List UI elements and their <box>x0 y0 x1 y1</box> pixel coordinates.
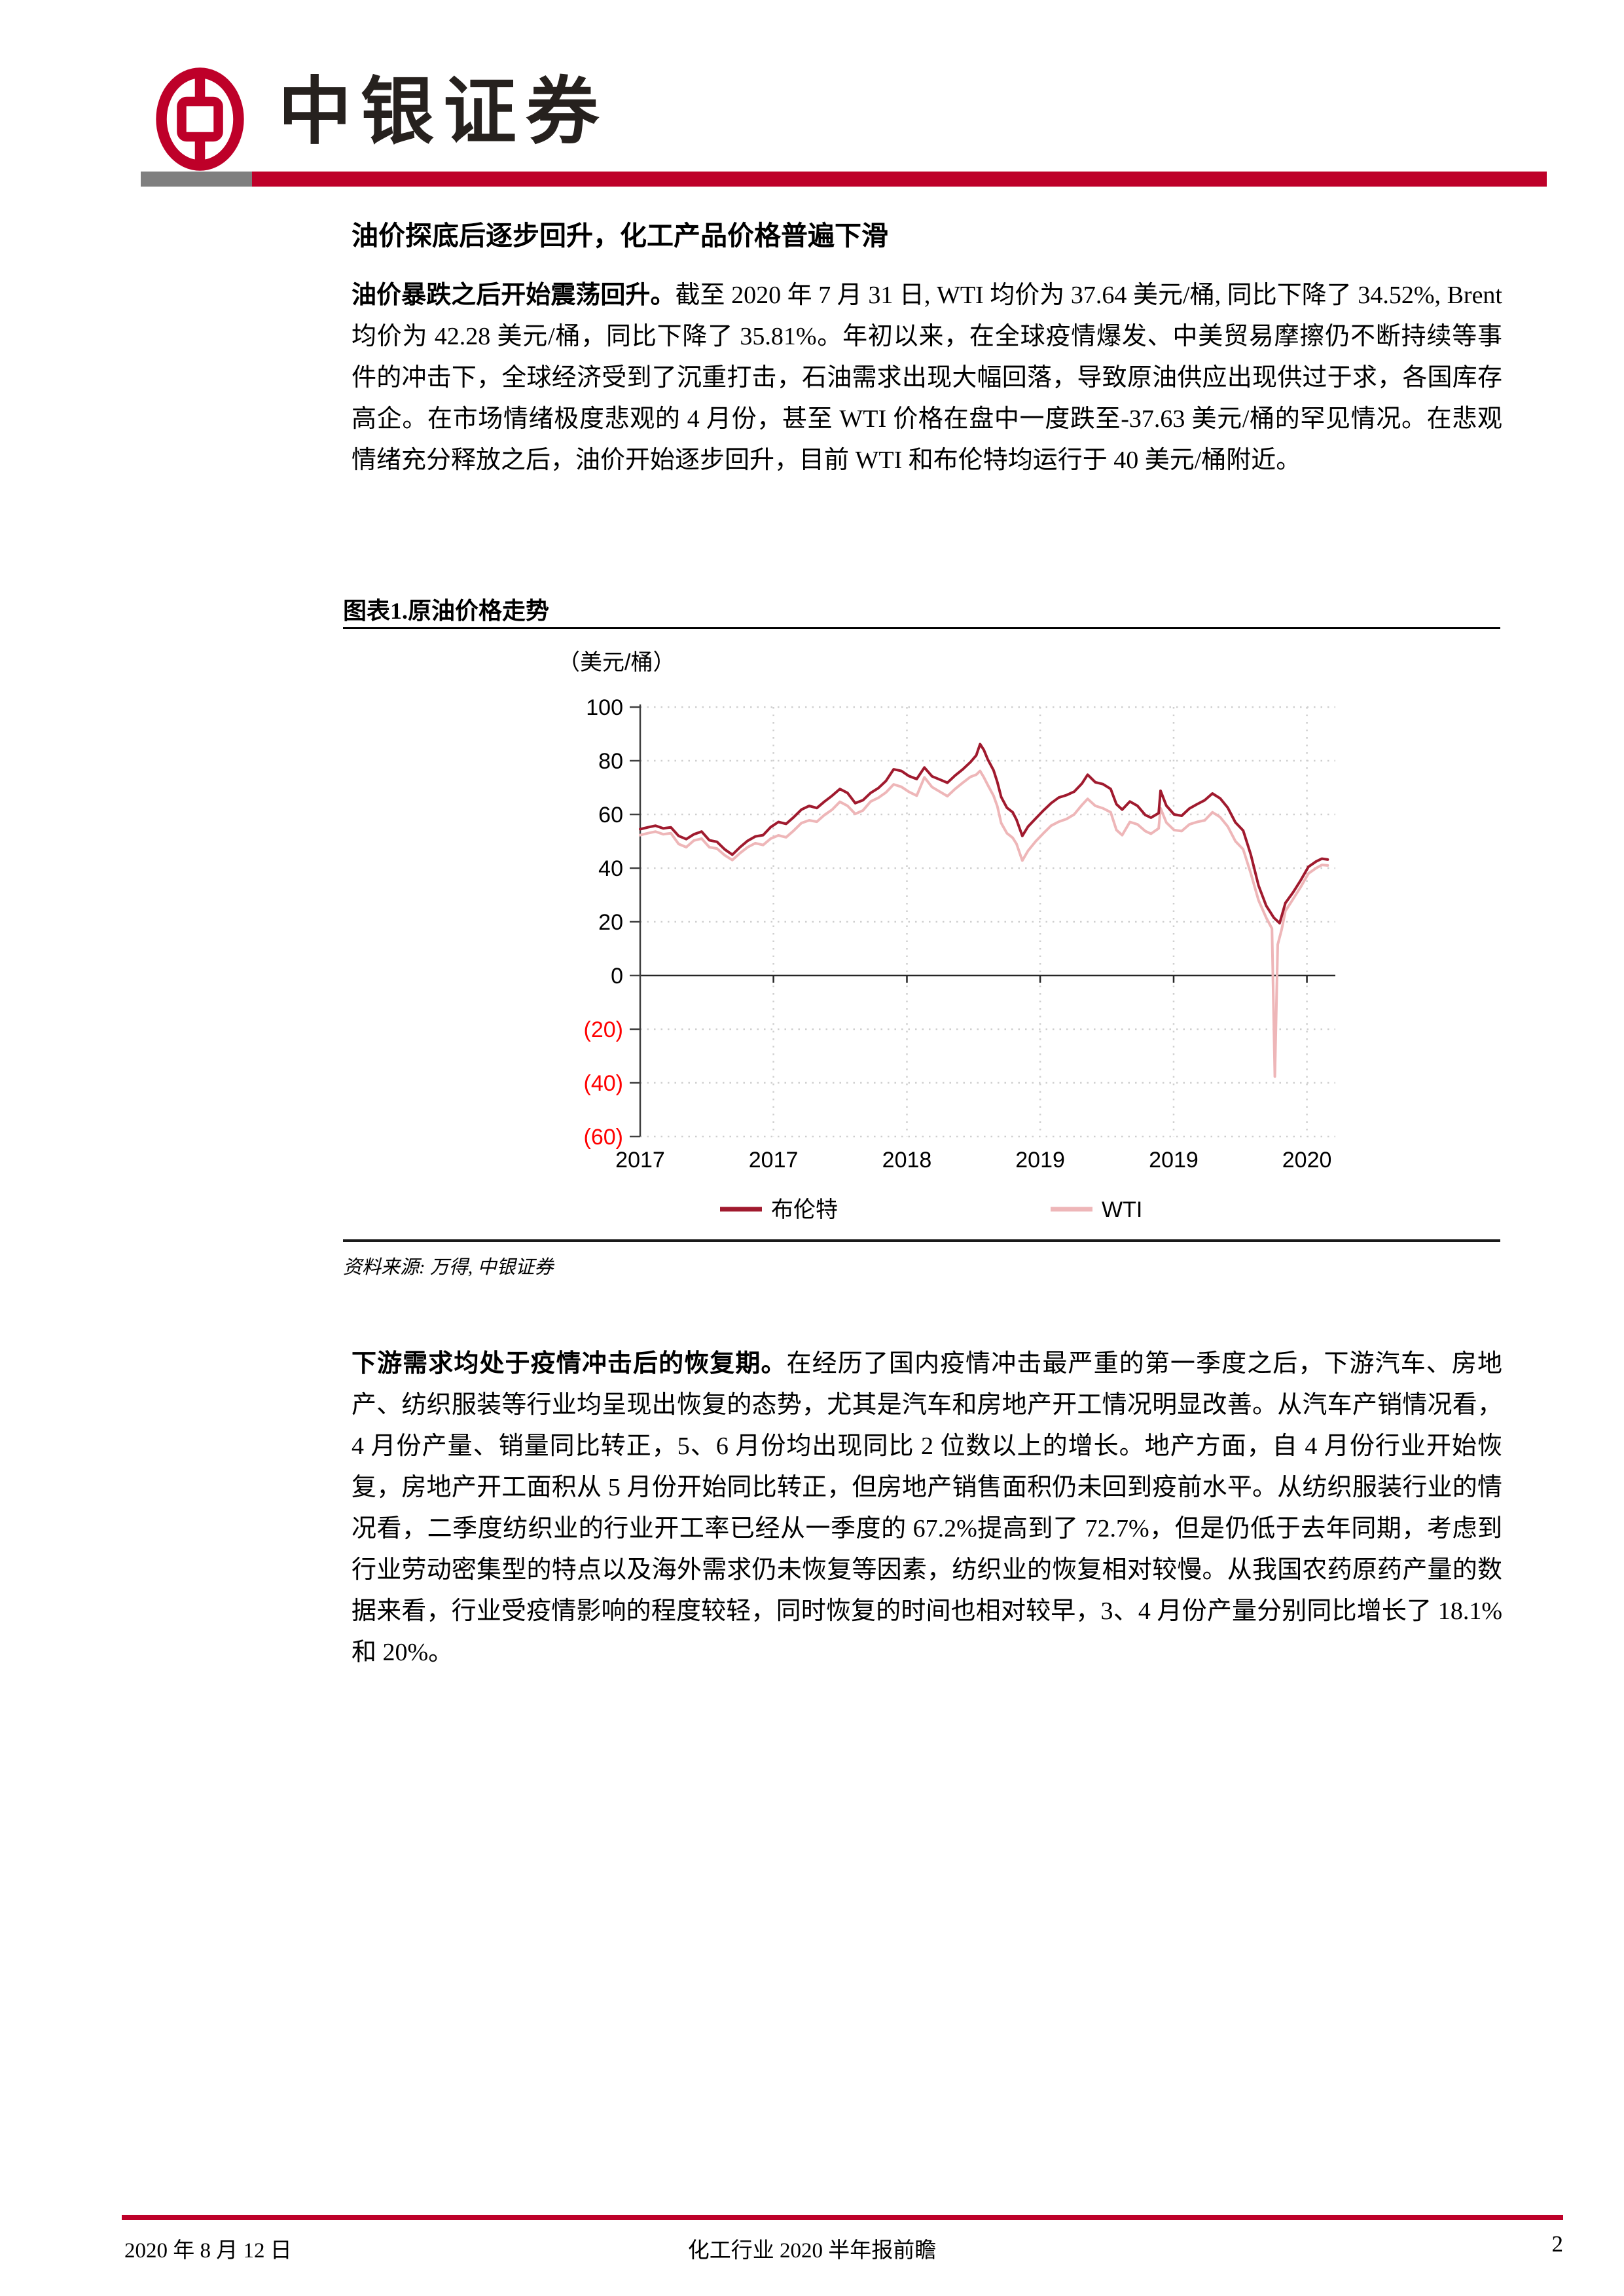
svg-text:100: 100 <box>586 695 623 720</box>
svg-text:(60): (60) <box>584 1125 623 1150</box>
svg-text:60: 60 <box>598 803 623 828</box>
brand-name: 中银证券 <box>278 72 608 153</box>
figure-bottom-rule <box>343 1239 1500 1242</box>
svg-text:2017: 2017 <box>615 1148 665 1173</box>
header-rule-gray <box>141 172 252 187</box>
svg-text:40: 40 <box>598 856 623 881</box>
paragraph-downstream-demand-lead: 下游需求均处于疫情冲击后的恢复期。 <box>352 1350 787 1377</box>
figure-title: 图表1.原油价格走势 <box>343 598 550 624</box>
paragraph-oil-price: 油价暴跌之后开始震荡回升。截至 2020 年 7 月 31 日, WTI 均价为… <box>352 275 1502 481</box>
svg-text:布伦特: 布伦特 <box>771 1197 838 1222</box>
paragraph-downstream-demand: 下游需求均处于疫情冲击后的恢复期。在经历了国内疫情冲击最严重的第一季度之后，下游… <box>352 1343 1502 1673</box>
section-title: 油价探底后逐步回升，化工产品价格普遍下滑 <box>352 221 888 251</box>
svg-text:2020: 2020 <box>1282 1148 1332 1173</box>
paragraph-downstream-demand-body: 在经历了国内疫情冲击最严重的第一季度之后，下游汽车、房地产、纺织服装等行业均呈现… <box>352 1350 1502 1666</box>
svg-text:0: 0 <box>611 964 623 989</box>
svg-text:20: 20 <box>598 910 623 935</box>
header-rule-red <box>252 172 1547 187</box>
footer-page-number: 2 <box>1551 2231 1564 2257</box>
svg-text:（美元/桶）: （美元/桶） <box>558 650 675 675</box>
figure-top-rule <box>343 627 1500 629</box>
svg-text:(20): (20) <box>584 1017 623 1042</box>
svg-text:WTI: WTI <box>1102 1197 1142 1222</box>
svg-text:(40): (40) <box>584 1071 623 1096</box>
footer-doc-title: 化工行业 2020 半年报前瞻 <box>687 2239 937 2263</box>
paragraph-oil-price-lead: 油价暴跌之后开始震荡回升。 <box>352 282 676 309</box>
svg-text:2018: 2018 <box>882 1148 932 1173</box>
svg-text:2019: 2019 <box>1149 1148 1199 1173</box>
svg-text:80: 80 <box>598 749 623 774</box>
footer-date: 2020 年 8 月 12 日 <box>124 2239 292 2263</box>
boc-logo-icon <box>156 67 244 171</box>
paragraph-oil-price-body: 截至 2020 年 7 月 31 日, WTI 均价为 37.64 美元/桶, … <box>352 282 1502 474</box>
svg-text:2019: 2019 <box>1015 1148 1065 1173</box>
figure-source: 资料来源: 万得, 中银证券 <box>343 1257 554 1278</box>
footer-rule <box>122 2215 1563 2220</box>
svg-text:2017: 2017 <box>749 1148 799 1173</box>
